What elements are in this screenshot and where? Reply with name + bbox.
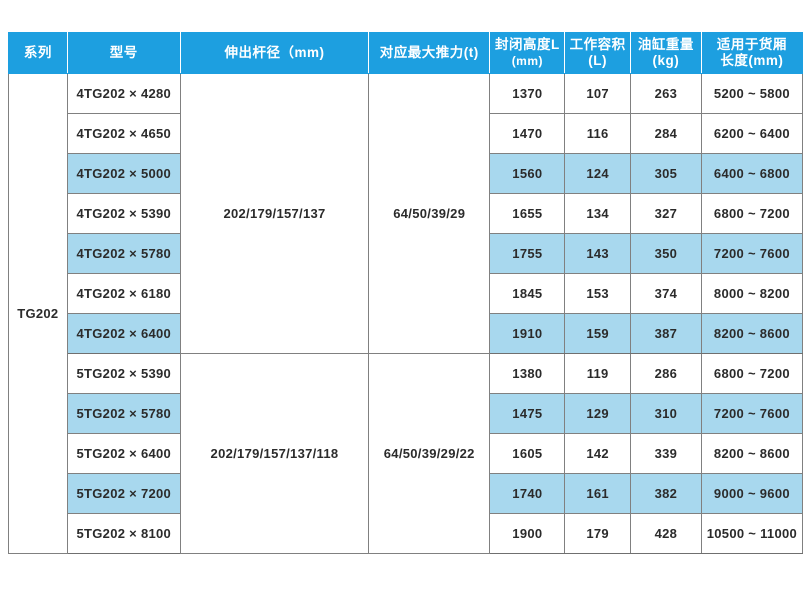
table-row: 4TG202 × 5390 1655 134 327 6800 ~ 7200 [9, 193, 804, 234]
table-row: 4TG202 × 6180 1845 153 374 8000 ~ 8200 [9, 273, 804, 314]
cargo-length-cell: 8200 ~ 8600 [700, 433, 804, 474]
working-volume-cell: 142 [564, 433, 632, 474]
cargo-length-cell: 6200 ~ 6400 [700, 113, 804, 154]
closed-height-line-1: 封闭高度L [494, 37, 560, 53]
column-header-working-volume: 工作容积 (L) [564, 32, 632, 74]
cylinder-weight-cell: 305 [630, 153, 702, 194]
model-cell: 4TG202 × 5390 [66, 193, 181, 234]
closed-height-cell: 1740 [489, 473, 566, 514]
cylinder-weight-cell: 339 [630, 433, 702, 474]
model-cell: 4TG202 × 5000 [66, 153, 181, 194]
column-header-max-thrust: 对应最大推力(t) [368, 32, 491, 74]
working-volume-cell: 107 [564, 73, 632, 114]
model-cell: 5TG202 × 6400 [66, 433, 181, 474]
closed-height-cell: 1910 [489, 313, 566, 354]
table-row: 5TG202 × 8100 1900 179 428 10500 ~ 11000 [9, 513, 804, 554]
model-cell: 5TG202 × 5390 [66, 353, 181, 394]
table-row: 5TG202 × 7200 1740 161 382 9000 ~ 9600 [9, 473, 804, 514]
table-header: 系列 型号 伸出杆径（mm) 对应最大推力(t) 封闭高度L (mm) 工作容积… [8, 32, 804, 74]
cargo-length-line-1: 适用于货厢 [716, 37, 787, 53]
closed-height-cell: 1845 [489, 273, 566, 314]
closed-height-cell: 1755 [489, 233, 566, 274]
closed-height-line-2: (mm) [511, 53, 544, 68]
cylinder-weight-cell: 428 [630, 513, 702, 554]
working-volume-cell: 179 [564, 513, 632, 554]
model-cell: 4TG202 × 6400 [66, 313, 181, 354]
spec-table-container: 系列 型号 伸出杆径（mm) 对应最大推力(t) 封闭高度L (mm) 工作容积… [8, 32, 804, 554]
cargo-length-cell: 6800 ~ 7200 [700, 193, 804, 234]
working-volume-cell: 159 [564, 313, 632, 354]
cargo-length-cell: 8200 ~ 8600 [700, 313, 804, 354]
working-volume-cell: 153 [564, 273, 632, 314]
column-header-rod-diameter: 伸出杆径（mm) [179, 32, 370, 74]
max-thrust-cell: 64/50/39/29/22 [368, 353, 491, 554]
model-cell: 5TG202 × 7200 [66, 473, 181, 514]
table-row: 4TG202 × 5000 1560 124 305 6400 ~ 6800 [9, 153, 804, 194]
table-body: TG202 4TG202 × 4280 202/179/157/137 64/50/3… [8, 73, 804, 554]
table-row: 5TG202 × 6400 1605 142 339 8200 ~ 8600 [9, 433, 804, 474]
cylinder-weight-cell: 284 [630, 113, 702, 154]
model-cell: 4TG202 × 4280 [66, 73, 181, 114]
cargo-length-cell: 6800 ~ 7200 [700, 353, 804, 394]
closed-height-cell: 1380 [489, 353, 566, 394]
cargo-length-cell: 10500 ~ 11000 [700, 513, 804, 554]
closed-height-cell: 1900 [489, 513, 566, 554]
column-header-series: 系列 [8, 32, 68, 74]
header-row: 系列 型号 伸出杆径（mm) 对应最大推力(t) 封闭高度L (mm) 工作容积… [8, 32, 804, 74]
working-volume-cell: 134 [564, 193, 632, 234]
cylinder-weight-cell: 374 [630, 273, 702, 314]
column-header-cylinder-weight: 油缸重量(kg) [630, 32, 702, 74]
rod-diameter-cell: 202/179/157/137/118 [179, 353, 370, 554]
cargo-length-cell: 6400 ~ 6800 [700, 153, 804, 194]
table-row: TG202 4TG202 × 4280 202/179/157/137 64/50/3… [8, 73, 804, 554]
series-cell: TG202 [8, 73, 68, 554]
cargo-length-line-2: 长度(mm) [720, 53, 784, 68]
cylinder-weight-cell: 310 [630, 393, 702, 434]
cargo-length-cell: 9000 ~ 9600 [700, 473, 804, 514]
working-volume-cell: 116 [564, 113, 632, 154]
column-header-closed-height: 封闭高度L (mm) [489, 32, 566, 74]
hydraulic-cylinder-specification-table: 系列 型号 伸出杆径（mm) 对应最大推力(t) 封闭高度L (mm) 工作容积… [8, 32, 804, 554]
cylinder-weight-cell: 387 [630, 313, 702, 354]
table-row: 4TG202 × 5780 1755 143 350 7200 ~ 7600 [9, 233, 804, 274]
closed-height-cell: 1475 [489, 393, 566, 434]
column-header-model: 型号 [66, 32, 181, 74]
closed-height-cell: 1655 [489, 193, 566, 234]
model-cell: 4TG202 × 4650 [66, 113, 181, 154]
cargo-length-cell: 5200 ~ 5800 [700, 73, 804, 114]
table-row: 5TG202 × 5390 202/179/157/137/118 64/50/39… [9, 353, 804, 554]
cargo-length-cell: 7200 ~ 7600 [700, 393, 804, 434]
closed-height-cell: 1370 [489, 73, 566, 114]
cylinder-weight-cell: 286 [630, 353, 702, 394]
cargo-length-cell: 7200 ~ 7600 [700, 233, 804, 274]
cylinder-weight-cell: 327 [630, 193, 702, 234]
model-cell: 4TG202 × 6180 [66, 273, 181, 314]
working-volume-cell: 161 [564, 473, 632, 514]
model-cell: 5TG202 × 5780 [66, 393, 181, 434]
working-volume-cell: 129 [564, 393, 632, 434]
working-volume-cell: 124 [564, 153, 632, 194]
table-row: 4TG202 × 6400 1910 159 387 8200 ~ 8600 [9, 313, 804, 354]
table-row: 5TG202 × 5780 1475 129 310 7200 ~ 7600 [9, 393, 804, 434]
max-thrust-cell: 64/50/39/29 [368, 73, 491, 354]
cylinder-weight-cell: 263 [630, 73, 702, 114]
closed-height-cell: 1605 [489, 433, 566, 474]
column-header-cargo-length: 适用于货厢 长度(mm) [700, 32, 804, 74]
rod-diameter-cell: 202/179/157/137 [179, 73, 370, 354]
closed-height-cell: 1470 [489, 113, 566, 154]
cylinder-weight-cell: 382 [630, 473, 702, 514]
cylinder-weight-cell: 350 [630, 233, 702, 274]
working-volume-cell: 143 [564, 233, 632, 274]
model-cell: 5TG202 × 8100 [66, 513, 181, 554]
model-cell: 4TG202 × 5780 [66, 233, 181, 274]
table-row: 4TG202 × 4650 1470 116 284 6200 ~ 6400 [9, 113, 804, 154]
closed-height-cell: 1560 [489, 153, 566, 194]
cargo-length-cell: 8000 ~ 8200 [700, 273, 804, 314]
working-volume-cell: 119 [564, 353, 632, 394]
